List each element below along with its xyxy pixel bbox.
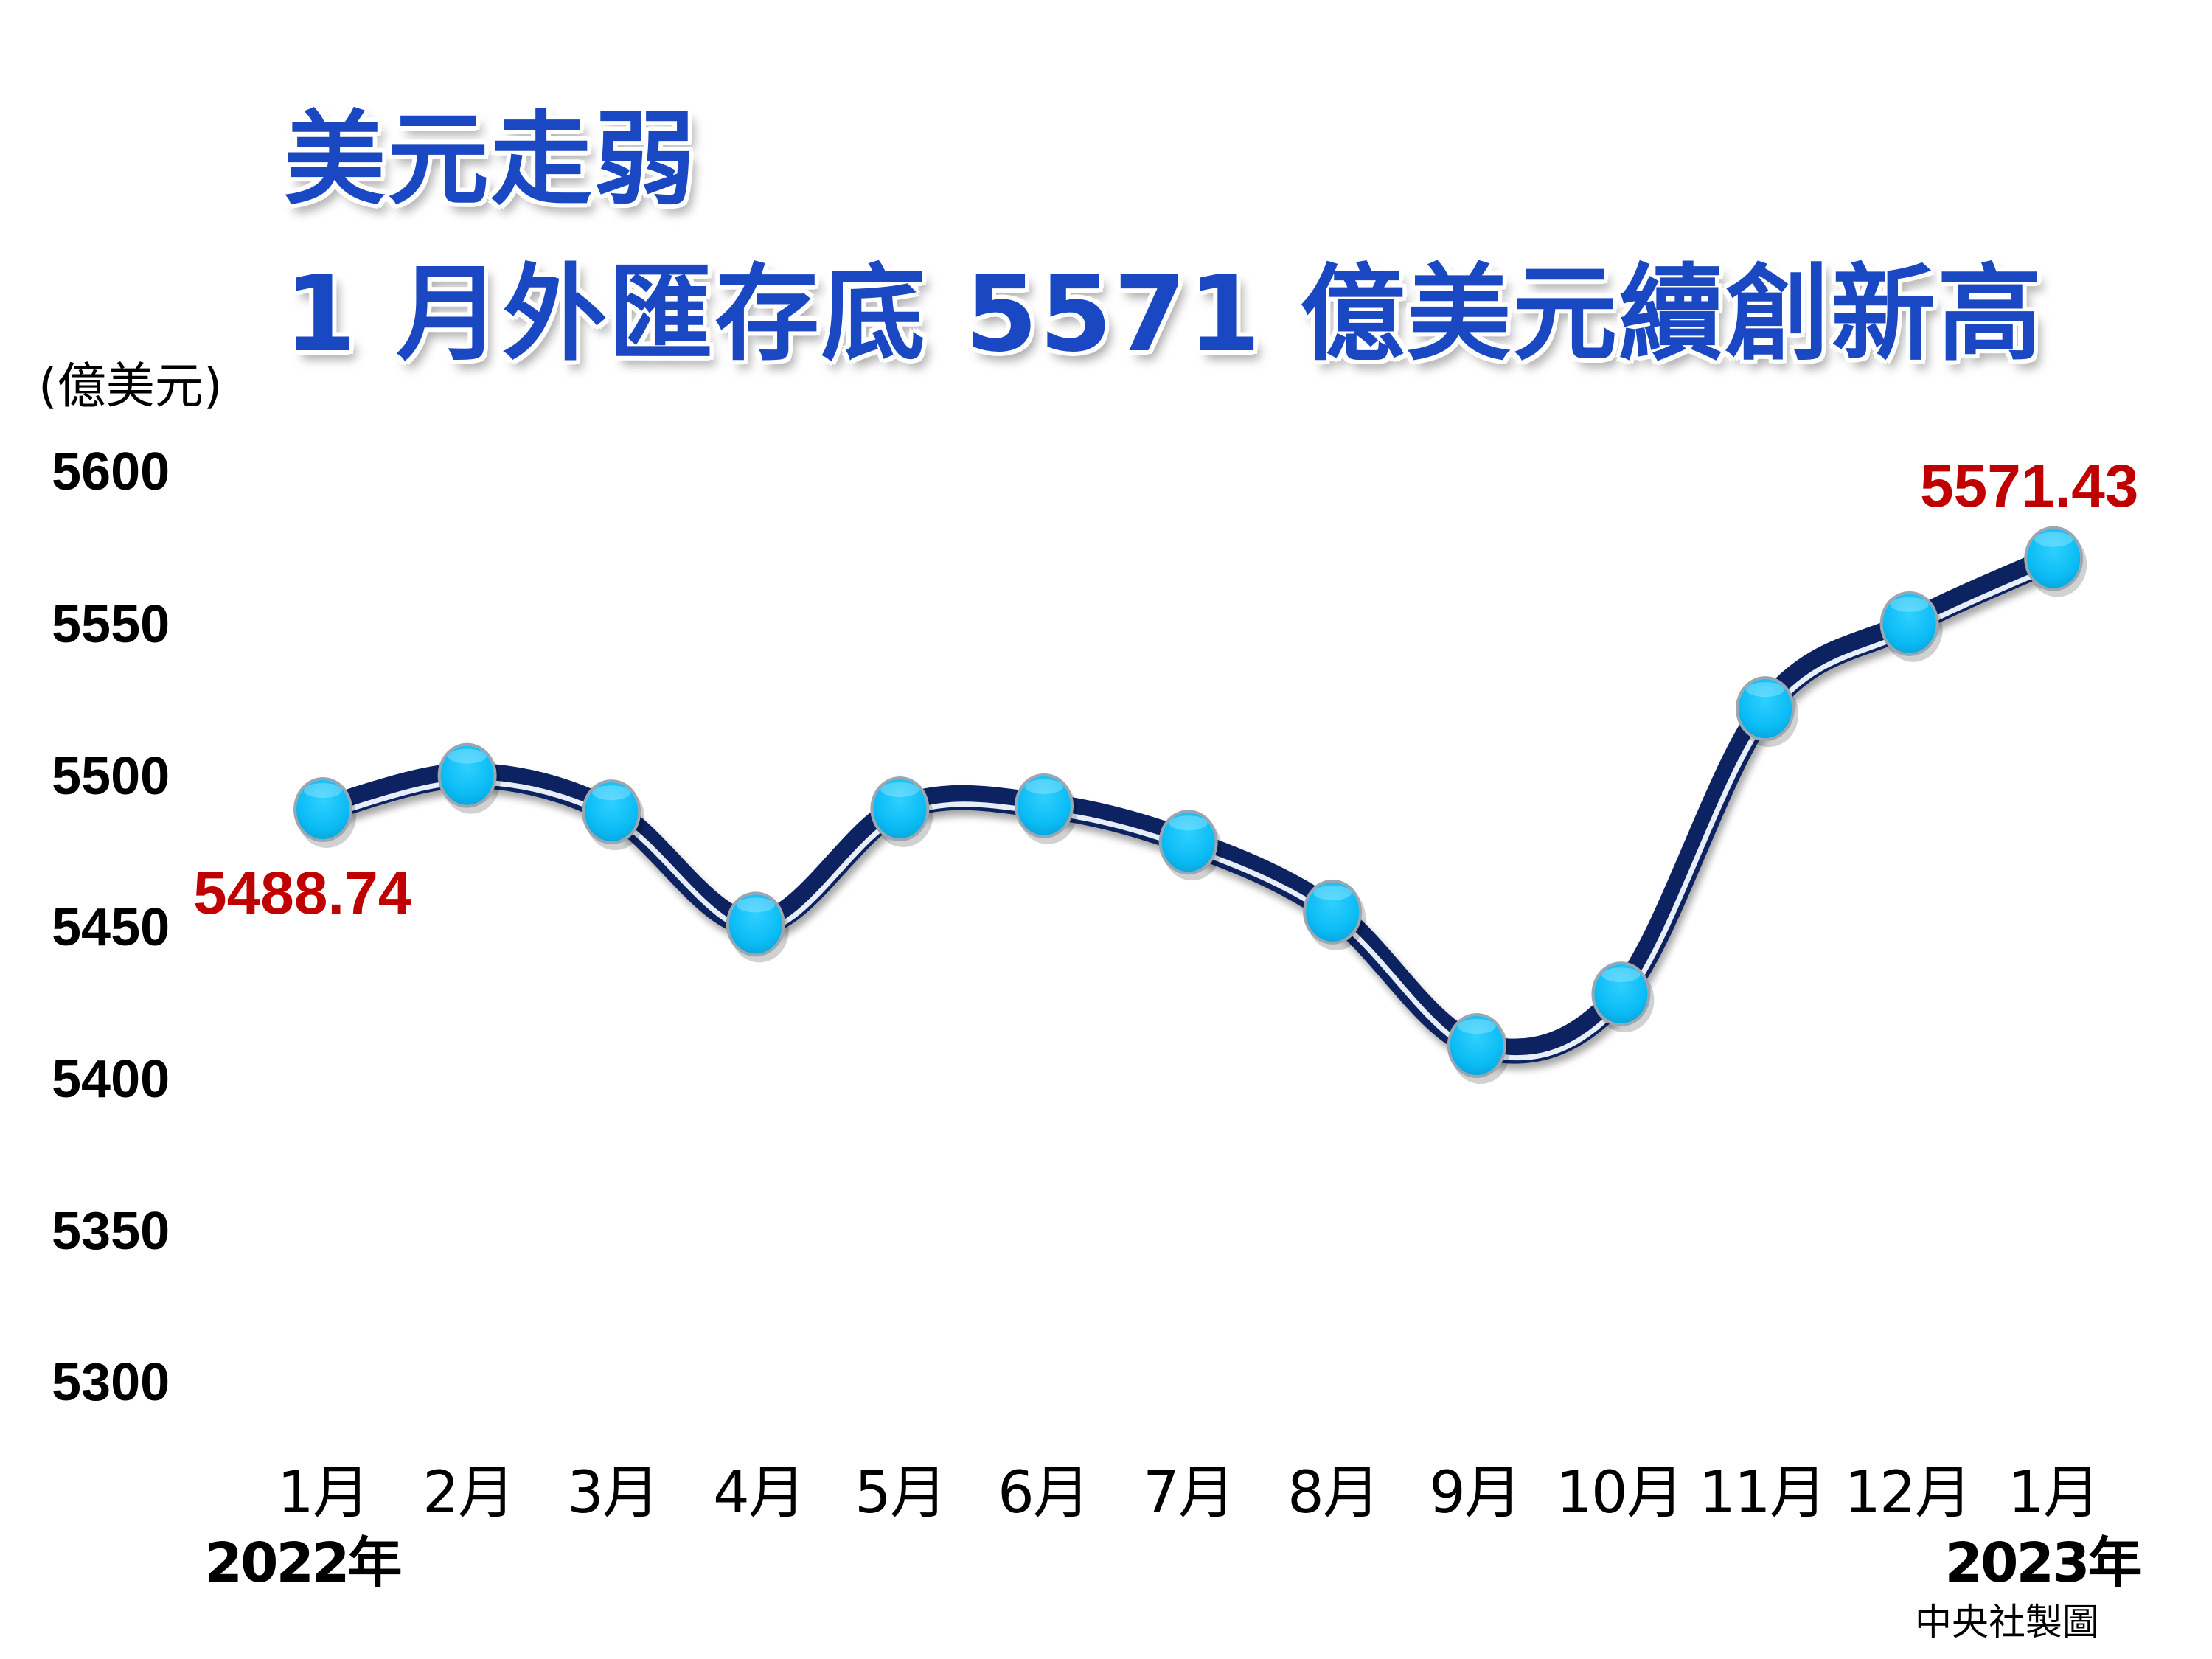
chart-title-line1: 美元走弱 (284, 100, 698, 219)
x-tick-label: 5月 (855, 1460, 947, 1526)
x-axis-year-start: 2022年 (204, 1531, 403, 1595)
data-point-marker (1879, 591, 1939, 656)
x-tick-label: 8月 (1287, 1460, 1380, 1526)
x-tick-label: 11月 (1699, 1460, 1826, 1526)
data-point-marker (437, 742, 497, 808)
data-point-marker (293, 777, 352, 843)
x-tick-label: 6月 (998, 1460, 1091, 1526)
data-point-marker (870, 776, 930, 841)
data-point-marker (2024, 526, 2084, 591)
data-point-markers (293, 526, 2087, 1085)
data-point-marker (726, 891, 785, 957)
y-tick-label: 5550 (52, 595, 170, 654)
x-tick-label: 3月 (567, 1460, 660, 1526)
x-tick-label: 1月 (2008, 1460, 2101, 1526)
x-tick-label: 9月 (1429, 1460, 1522, 1526)
data-label-first: 5488.74 (193, 860, 412, 927)
data-point-marker (1591, 961, 1651, 1027)
data-label-last: 5571.43 (1920, 453, 2139, 520)
data-point-marker (1158, 810, 1218, 875)
data-point-marker (582, 779, 641, 845)
y-tick-label: 5350 (52, 1202, 170, 1261)
data-point-marker (1736, 676, 1795, 742)
x-tick-label: 12月 (1844, 1460, 1972, 1526)
y-axis-unit-label: (億美元) (38, 358, 223, 414)
data-point-marker (1015, 773, 1074, 838)
y-tick-label: 5300 (52, 1353, 170, 1412)
x-tick-label: 1月 (277, 1460, 370, 1526)
chart-title-line2: 1 月外匯存底 5571 億美元續創新高 (284, 254, 2044, 375)
y-tick-label: 5450 (52, 898, 170, 957)
y-tick-label: 5600 (52, 442, 170, 501)
x-tick-label: 4月 (713, 1460, 806, 1526)
x-tick-label: 2月 (422, 1460, 515, 1526)
x-axis-year-end: 2023年 (1944, 1531, 2143, 1595)
data-point-marker (1303, 879, 1363, 945)
data-point-marker (1447, 1013, 1506, 1079)
x-tick-label: 10月 (1556, 1460, 1683, 1526)
source-credit: 中央社製圖 (1915, 1601, 2099, 1644)
x-tick-label: 7月 (1143, 1460, 1236, 1526)
y-tick-label: 5400 (52, 1050, 170, 1109)
y-tick-label: 5500 (52, 747, 170, 806)
